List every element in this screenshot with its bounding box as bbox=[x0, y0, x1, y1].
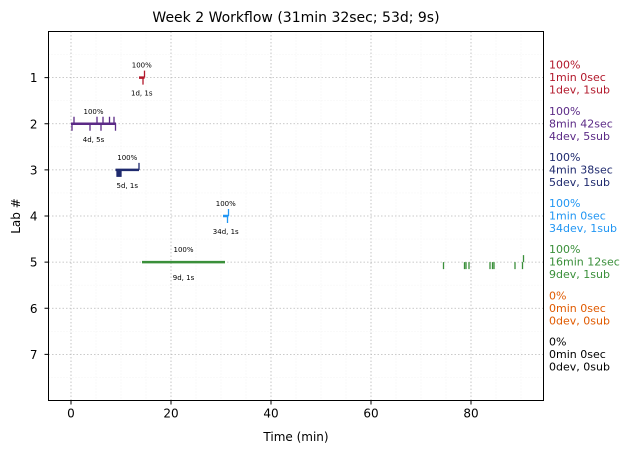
grid bbox=[48, 31, 544, 401]
x-tick-label: 20 bbox=[163, 407, 178, 421]
lab-1-count-label: 1d, 1s bbox=[131, 90, 153, 98]
y-tick-label: 2 bbox=[30, 117, 38, 131]
lab-1-percent-label: 100% bbox=[132, 62, 152, 70]
lab-2-summary-line: 8min 42sec bbox=[549, 117, 613, 130]
y-tick-label: 7 bbox=[30, 348, 38, 362]
lab-4-count-label: 34d, 1s bbox=[213, 228, 239, 236]
lab-3-summary-line: 4min 38sec bbox=[549, 163, 613, 176]
lab-1-summary-line: 1min 0sec bbox=[549, 71, 606, 84]
lab-5-summary-line: 16min 12sec bbox=[549, 256, 620, 269]
lab-5-count-label: 9d, 1s bbox=[173, 274, 195, 282]
y-axis: 1 2 3 4 5 6 7 bbox=[30, 71, 49, 362]
y-tick-label: 1 bbox=[30, 71, 38, 85]
x-tick-label: 0 bbox=[67, 407, 75, 421]
lab-2-summary-line: 4dev, 5sub bbox=[549, 130, 610, 143]
x-tick-label: 40 bbox=[263, 407, 278, 421]
lab-1-summary-line: 100% bbox=[549, 59, 580, 72]
lab-marks: 100% 1d, 1s 100% 4d, 5s 100% 5d, 1s 100% 34d, 1… bbox=[71, 62, 525, 282]
x-axis: 0 20 40 60 80 bbox=[67, 400, 479, 421]
lab-2-percent-label: 100% bbox=[83, 108, 103, 116]
lab-4-summary-line: 1min 0sec bbox=[549, 210, 606, 223]
chart-title: Week 2 Workflow (31min 32sec; 53d; 9s) bbox=[152, 10, 439, 26]
lab-7-summary-line: 0dev, 0sub bbox=[549, 360, 610, 373]
lab-5-summary-line: 9dev, 1sub bbox=[549, 268, 610, 281]
lab-6-summary-line: 0% bbox=[549, 289, 566, 302]
lab-7-summary-line: 0% bbox=[549, 335, 566, 348]
lab-4-summary-line: 100% bbox=[549, 197, 580, 210]
x-tick-label: 80 bbox=[463, 407, 478, 421]
y-tick-label: 5 bbox=[30, 256, 38, 270]
y-tick-label: 6 bbox=[30, 302, 38, 316]
lab-6-summary-line: 0min 0sec bbox=[549, 302, 606, 315]
lab-5-summary-line: 100% bbox=[549, 243, 580, 256]
lab-1-summary-line: 1dev, 1sub bbox=[549, 84, 610, 97]
lab-6-summary-line: 0dev, 0sub bbox=[549, 314, 610, 327]
lab-2-summary-line: 100% bbox=[549, 105, 580, 118]
y-tick-label: 3 bbox=[30, 163, 38, 177]
x-tick-label: 60 bbox=[363, 407, 378, 421]
lab-4-percent-label: 100% bbox=[216, 200, 236, 208]
y-axis-label: Lab # bbox=[9, 198, 23, 234]
lab-4-summary-line: 34dev, 1sub bbox=[549, 222, 617, 235]
x-axis-label: Time (min) bbox=[262, 430, 328, 444]
lab-3-count-label: 5d, 1s bbox=[117, 182, 139, 190]
lab-3-summary-line: 5dev, 1sub bbox=[549, 176, 610, 189]
y-tick-label: 4 bbox=[30, 210, 38, 224]
lab-2-count-label: 4d, 5s bbox=[83, 136, 105, 144]
lab-3-percent-label: 100% bbox=[117, 154, 137, 162]
lab-5-percent-label: 100% bbox=[173, 246, 193, 254]
lab-3-summary-line: 100% bbox=[549, 151, 580, 164]
lab-7-summary-line: 0min 0sec bbox=[549, 348, 606, 361]
